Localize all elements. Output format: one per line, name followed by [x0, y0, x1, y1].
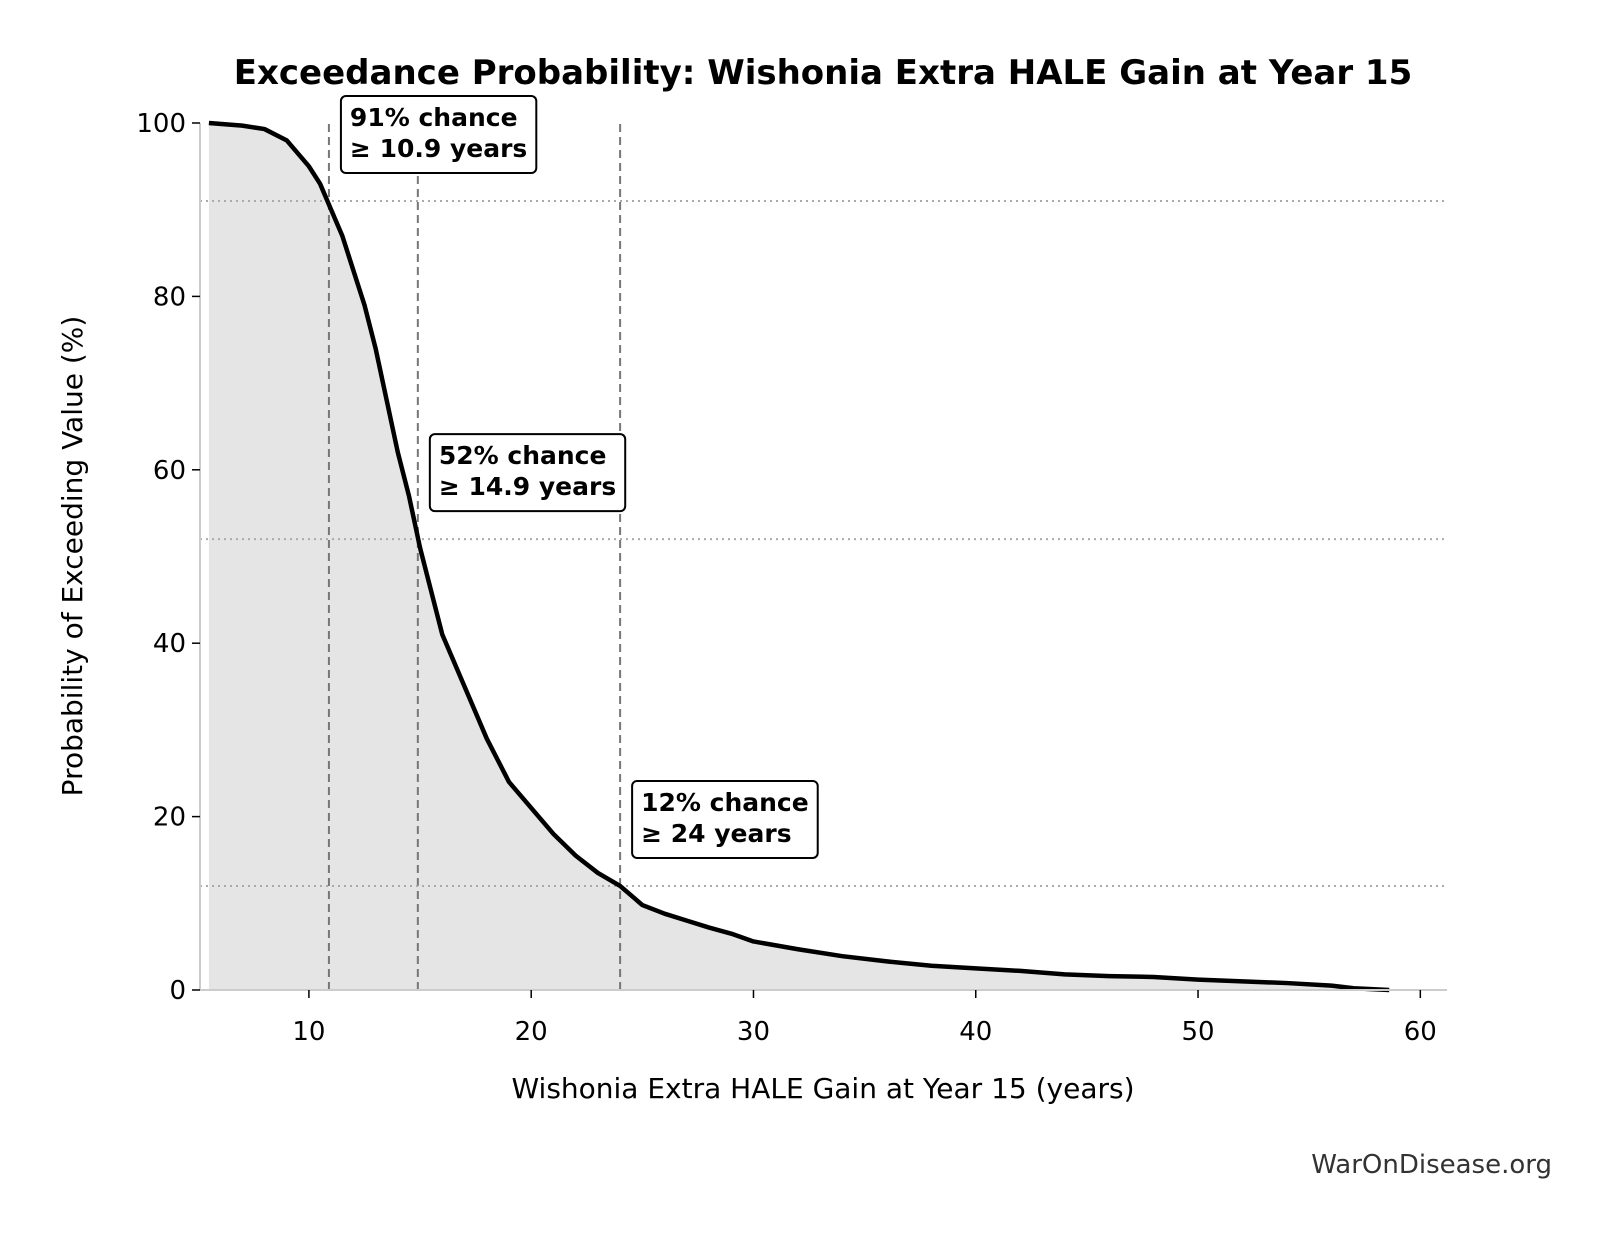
y-tick-label: 40: [153, 629, 186, 659]
x-tick-label: 60: [1404, 1017, 1437, 1047]
annotation-box: [339, 95, 538, 175]
annotation-text: ≥ 14.9 years: [439, 472, 616, 501]
annotation-box: [631, 779, 819, 859]
x-axis-label: Wishonia Extra HALE Gain at Year 15 (yea…: [511, 1072, 1134, 1105]
x-tick-label: 20: [515, 1017, 548, 1047]
annotation-text: 91% chance: [350, 103, 518, 132]
area: [208, 123, 1390, 990]
y-axis-label: Probability of Exceeding Value (%): [56, 316, 89, 797]
y-tick-label: 80: [153, 282, 186, 312]
y-tick-label: 20: [153, 803, 186, 833]
annotation: 12% chance≥ 24 years: [631, 779, 819, 859]
y-tick-label: 60: [153, 456, 186, 486]
x-tick-label: 10: [292, 1017, 325, 1047]
footer: WarOnDisease.org: [1311, 1150, 1552, 1180]
x-tick-label: 50: [1181, 1017, 1214, 1047]
annotation-text: ≥ 10.9 years: [350, 134, 527, 163]
annotation: 52% chance≥ 14.9 years: [428, 433, 627, 513]
y-tick-label: 0: [169, 976, 186, 1006]
annotation-text: 52% chance: [439, 441, 607, 470]
chart-title: Exceedance Probability: Wishonia Extra H…: [234, 53, 1413, 93]
annotation-box: [428, 433, 627, 513]
annotation-text: 12% chance: [641, 788, 809, 817]
x-tick-label: 40: [959, 1017, 992, 1047]
annotation: 91% chance≥ 10.9 years: [339, 95, 538, 175]
x-tick-label: 30: [737, 1017, 770, 1047]
annotation-text: ≥ 24 years: [641, 819, 791, 848]
y-tick-label: 100: [136, 109, 186, 139]
line: [208, 120, 1390, 993]
